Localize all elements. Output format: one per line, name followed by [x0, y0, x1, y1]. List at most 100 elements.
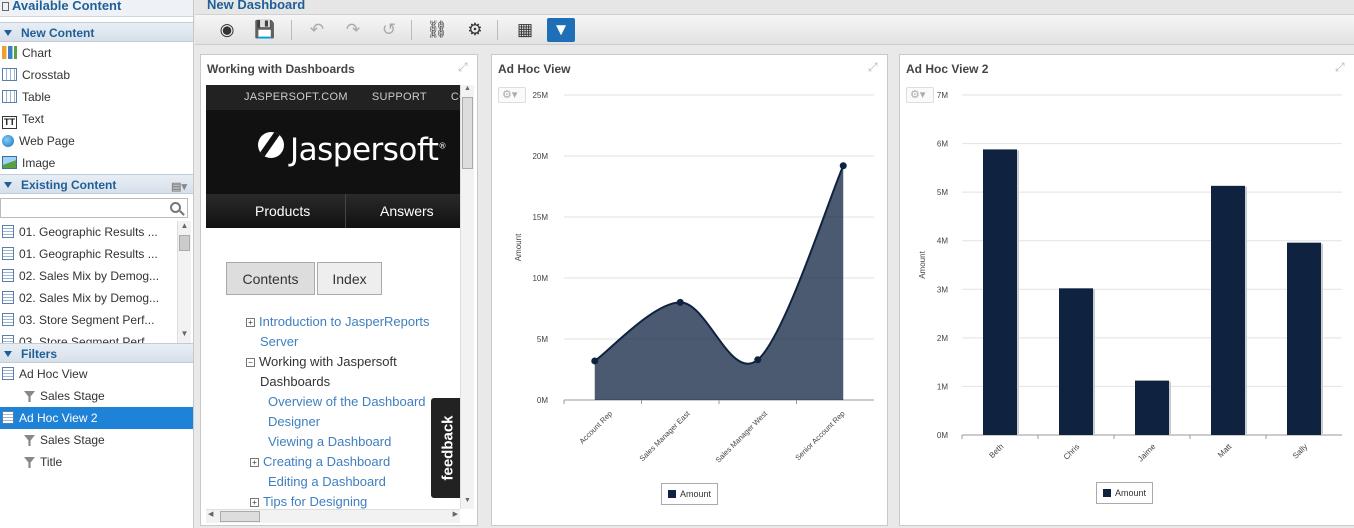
filter-button[interactable]: ▼: [547, 18, 575, 42]
web-vertical-scrollbar[interactable]: ▲ ▼: [460, 85, 474, 509]
y-tick-label: 4M: [937, 237, 948, 246]
expand-icon[interactable]: ⤢: [458, 60, 468, 74]
bar-sally[interactable]: [1287, 242, 1321, 435]
existing-content-item[interactable]: 02. Sales Mix by Demog...: [0, 287, 193, 309]
data-point[interactable]: [839, 162, 847, 170]
new-content-item-image[interactable]: Image: [0, 152, 193, 174]
jaspersoft-logo-mark-icon: [258, 132, 284, 158]
filters-header[interactable]: Filters: [0, 343, 193, 363]
expand-icon[interactable]: +: [250, 498, 259, 507]
filter-field-item[interactable]: Sales Stage: [0, 429, 193, 451]
data-point[interactable]: [676, 298, 684, 306]
content-search-input[interactable]: [0, 198, 188, 218]
nav-link-support[interactable]: SUPPORT: [371, 91, 427, 103]
table-icon: [2, 90, 17, 103]
item-label: Title: [40, 455, 63, 469]
filter-dashlet-item[interactable]: Ad Hoc View: [0, 363, 193, 385]
expand-icon[interactable]: ⤢: [868, 60, 878, 74]
chart-options-gear-icon[interactable]: ⚙▾: [498, 87, 526, 103]
toc-text[interactable]: Overview of the Dashboard: [268, 394, 426, 409]
toc-entry[interactable]: Viewing a Dashboard: [246, 432, 460, 452]
toc-text[interactable]: Creating a Dashboard: [263, 454, 391, 469]
bar-jaime[interactable]: [1135, 380, 1169, 435]
web-page-icon: [2, 135, 14, 147]
legend-label: Amount: [680, 489, 712, 499]
toc-text[interactable]: Designer: [268, 414, 321, 429]
toc-entry[interactable]: Server: [246, 332, 460, 352]
tab-contents[interactable]: Contents: [226, 262, 315, 295]
existing-content-header[interactable]: Existing Content ▤▾: [0, 174, 193, 194]
existing-content-item[interactable]: 02. Sales Mix by Demog...: [0, 265, 193, 287]
parameter-mapping-button[interactable]: ⛓: [426, 20, 448, 39]
menu-answers[interactable]: Answers: [380, 203, 434, 219]
scroll-thumb[interactable]: [179, 235, 190, 251]
existing-content-item[interactable]: 01. Geographic Results ...: [0, 243, 193, 265]
filter-field-item[interactable]: Sales Stage: [0, 385, 193, 407]
new-content-item-text[interactable]: TT Text: [0, 108, 193, 130]
scroll-up-arrow-icon[interactable]: ▲: [180, 221, 189, 230]
preview-button[interactable]: ◉: [219, 20, 235, 39]
bar-matt[interactable]: [1211, 185, 1245, 435]
nav-link-jaspersoft[interactable]: JASPERSOFT.COM: [244, 91, 348, 103]
expand-icon[interactable]: +: [246, 318, 255, 327]
existing-content-item[interactable]: 03. Store Segment Perf...: [0, 309, 193, 331]
undo-button[interactable]: ↶: [309, 20, 325, 39]
toc-text[interactable]: Introduction to JasperReports: [259, 314, 430, 329]
item-label: 03. Store Segment Perf...: [19, 335, 155, 343]
ad-hoc-view-dashlet[interactable]: Ad Hoc View ⤢ ⚙▾ 0M 5M 10M 15M 20M 25M Amount A…: [491, 54, 888, 526]
toc-entry[interactable]: Editing a Dashboard: [246, 472, 460, 492]
toc-entry[interactable]: Overview of the Dashboard: [246, 392, 460, 412]
toc-entry[interactable]: + Tips for Designing: [246, 492, 460, 509]
toc-entry[interactable]: + Creating a Dashboard: [246, 452, 460, 472]
collapse-icon[interactable]: −: [246, 358, 255, 367]
redo-button[interactable]: ↷: [345, 20, 361, 39]
new-content-header[interactable]: New Content: [0, 22, 193, 42]
nav-link-co[interactable]: CO: [450, 91, 460, 103]
expand-icon[interactable]: ⤢: [1335, 60, 1345, 74]
grid-button[interactable]: ▦: [516, 20, 534, 39]
existing-content-item[interactable]: 03. Store Segment Perf...: [0, 331, 193, 343]
chart-options-gear-icon[interactable]: ⚙▾: [906, 87, 934, 103]
toc-text[interactable]: Viewing a Dashboard: [268, 434, 392, 449]
properties-button[interactable]: ⚙: [467, 20, 483, 39]
legend-swatch: [668, 490, 676, 498]
data-point[interactable]: [754, 356, 762, 364]
list-options-icon[interactable]: ▤▾: [171, 181, 187, 193]
web-hscroll-thumb[interactable]: [220, 511, 260, 522]
save-button[interactable]: 💾: [254, 20, 276, 39]
feedback-button[interactable]: feedback: [431, 398, 460, 498]
ad-hoc-view-2-dashlet[interactable]: Ad Hoc View 2 ⤢ ⚙▾ 0M 1M 2M 3M 4M 5M 6M 7M Amoun…: [899, 54, 1354, 526]
item-label: 01. Geographic Results ...: [19, 225, 158, 239]
toc-text[interactable]: Server: [260, 334, 299, 349]
jaspersoft-logo[interactable]: Jaspersoft®: [258, 132, 446, 168]
filter-field-item[interactable]: Title: [0, 451, 193, 473]
expand-icon[interactable]: +: [250, 458, 259, 467]
data-point[interactable]: [591, 357, 599, 365]
new-content-item-crosstab[interactable]: Crosstab: [0, 64, 193, 86]
bar-chris[interactable]: [1059, 288, 1093, 435]
y-tick-label: 5M: [537, 335, 548, 344]
bar-beth[interactable]: [983, 149, 1017, 435]
toc-entry[interactable]: Designer: [246, 412, 460, 432]
new-content-item-table[interactable]: Table: [0, 86, 193, 108]
new-content-item-web-page[interactable]: Web Page: [0, 130, 193, 152]
filter-dashlet-item[interactable]: Ad Hoc View 2: [0, 407, 193, 429]
toc-text[interactable]: Tips for Designing: [263, 494, 368, 509]
x-tick-label: Senior Account Rep: [793, 409, 846, 462]
scroll-down-arrow-icon[interactable]: ▼: [180, 329, 189, 338]
undo-all-button[interactable]: ↺: [381, 20, 397, 39]
item-label: Table: [22, 90, 51, 104]
menu-products[interactable]: Products: [255, 203, 311, 219]
toc-entry[interactable]: + Introduction to JasperReports: [246, 312, 460, 332]
existing-content-scrollbar[interactable]: ▲ ▼: [177, 221, 191, 343]
new-content-item-chart[interactable]: Chart: [0, 42, 193, 64]
toc-text[interactable]: Editing a Dashboard: [268, 474, 386, 489]
web-scroll-thumb[interactable]: [462, 97, 473, 169]
embedded-web-page[interactable]: JASPERSOFT.COM SUPPORT CO Jaspersoft® Prod…: [206, 85, 460, 509]
tab-index[interactable]: Index: [317, 262, 382, 295]
existing-content-item[interactable]: 01. Geographic Results ...: [0, 221, 193, 243]
web-page-dashlet[interactable]: Working with Dashboards ⤢ JASPERSOFT.COM…: [200, 54, 478, 526]
search-icon[interactable]: [170, 202, 181, 213]
web-horizontal-scrollbar[interactable]: ◀ ▶: [206, 509, 460, 523]
panel-minimize-icon[interactable]: [2, 2, 9, 11]
